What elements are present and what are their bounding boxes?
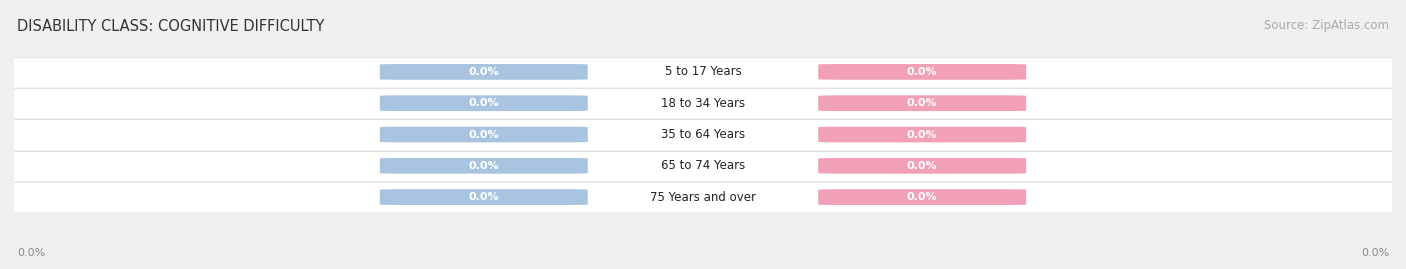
FancyBboxPatch shape <box>380 64 588 80</box>
FancyBboxPatch shape <box>14 57 1392 87</box>
Text: 0.0%: 0.0% <box>907 98 938 108</box>
Text: 0.0%: 0.0% <box>468 98 499 108</box>
FancyBboxPatch shape <box>380 158 588 174</box>
FancyBboxPatch shape <box>14 88 1392 118</box>
FancyBboxPatch shape <box>818 64 1026 80</box>
FancyBboxPatch shape <box>14 182 1392 212</box>
Text: 0.0%: 0.0% <box>468 161 499 171</box>
Text: 0.0%: 0.0% <box>468 67 499 77</box>
FancyBboxPatch shape <box>818 127 1026 142</box>
FancyBboxPatch shape <box>380 189 588 205</box>
Text: Source: ZipAtlas.com: Source: ZipAtlas.com <box>1264 19 1389 32</box>
Text: 0.0%: 0.0% <box>907 67 938 77</box>
Text: 0.0%: 0.0% <box>1361 248 1389 258</box>
FancyBboxPatch shape <box>380 127 588 142</box>
FancyBboxPatch shape <box>14 151 1392 181</box>
Text: 18 to 34 Years: 18 to 34 Years <box>661 97 745 110</box>
Text: 65 to 74 Years: 65 to 74 Years <box>661 159 745 172</box>
FancyBboxPatch shape <box>818 95 1026 111</box>
Text: 0.0%: 0.0% <box>907 161 938 171</box>
FancyBboxPatch shape <box>380 95 588 111</box>
Text: 0.0%: 0.0% <box>907 129 938 140</box>
Text: 0.0%: 0.0% <box>468 192 499 202</box>
FancyBboxPatch shape <box>14 119 1392 150</box>
Text: 5 to 17 Years: 5 to 17 Years <box>665 65 741 78</box>
Text: 0.0%: 0.0% <box>17 248 45 258</box>
FancyBboxPatch shape <box>818 189 1026 205</box>
Text: 75 Years and over: 75 Years and over <box>650 191 756 204</box>
Text: DISABILITY CLASS: COGNITIVE DIFFICULTY: DISABILITY CLASS: COGNITIVE DIFFICULTY <box>17 19 325 34</box>
Text: 0.0%: 0.0% <box>907 192 938 202</box>
FancyBboxPatch shape <box>818 158 1026 174</box>
Text: 35 to 64 Years: 35 to 64 Years <box>661 128 745 141</box>
Text: 0.0%: 0.0% <box>468 129 499 140</box>
